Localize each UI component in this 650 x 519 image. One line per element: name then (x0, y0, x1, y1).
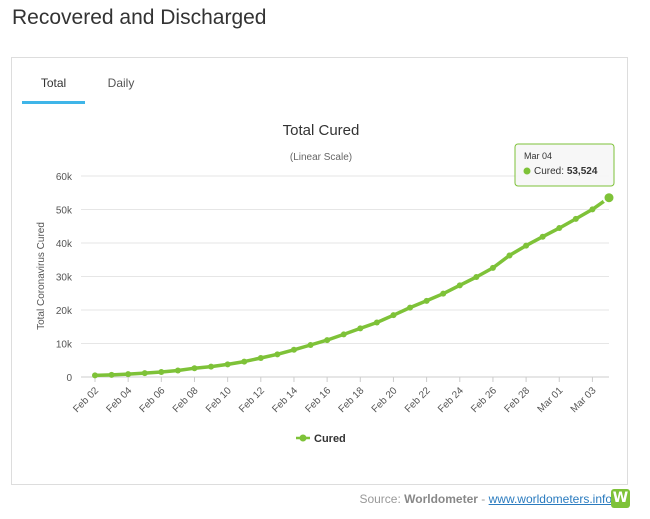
data-point[interactable] (539, 233, 546, 240)
data-point[interactable] (257, 354, 264, 361)
data-point[interactable] (390, 312, 397, 319)
x-tick-label: Mar 01 (536, 385, 566, 415)
y-tick-label: 50k (56, 206, 73, 217)
data-point[interactable] (440, 290, 447, 297)
data-point[interactable] (224, 361, 231, 368)
data-point[interactable] (125, 371, 132, 378)
source-line: Source: Worldometer - www.worldometers.i… (359, 492, 612, 506)
data-point[interactable] (423, 297, 430, 304)
data-point[interactable] (92, 372, 98, 379)
data-point[interactable] (208, 363, 215, 370)
tooltip-series: Cured (534, 166, 561, 177)
data-point[interactable] (506, 252, 513, 259)
source-prefix: Source: (359, 492, 401, 506)
y-tick-label: 30k (56, 273, 73, 284)
chart-title: Total Cured (283, 122, 360, 139)
x-tick-label: Feb 02 (71, 385, 101, 415)
tab-daily[interactable]: Daily (107, 76, 135, 90)
data-point[interactable] (174, 367, 181, 374)
data-point[interactable] (602, 191, 616, 205)
data-point[interactable] (191, 365, 198, 372)
line-chart: Total Cured (Linear Scale) Total Coronav… (36, 122, 616, 445)
data-point[interactable] (108, 371, 115, 378)
y-tick-label: 20k (56, 306, 73, 317)
legend[interactable]: Cured (296, 433, 346, 445)
data-point[interactable] (373, 319, 380, 326)
data-point[interactable] (158, 369, 165, 376)
y-tick-label: 60k (56, 172, 73, 183)
data-point[interactable] (523, 242, 530, 249)
x-tick-label: Mar 03 (569, 385, 599, 415)
x-tick-label: Feb 06 (138, 385, 168, 415)
source-name: Worldometer (404, 492, 478, 506)
y-axis-title: Total Coronavirus Cured (36, 222, 47, 330)
chart-subtitle: (Linear Scale) (290, 152, 352, 163)
data-point[interactable] (407, 304, 414, 311)
x-tick-label: Feb 08 (171, 385, 201, 415)
chart-card: Total Daily Total Cured (Linear Scale) T… (11, 57, 628, 485)
grid-lines (81, 175, 609, 378)
data-point[interactable] (290, 346, 297, 353)
x-tick-label: Feb 22 (403, 385, 433, 415)
data-point[interactable] (456, 282, 463, 289)
source-separator: - (481, 492, 486, 506)
tooltip-row: Cured: 53,524 (534, 166, 598, 177)
x-tick-label: Feb 04 (104, 385, 134, 415)
x-tick-label: Feb 26 (469, 385, 499, 415)
y-tick-label: 0 (66, 373, 72, 384)
legend-label[interactable]: Cured (314, 433, 346, 445)
legend-marker (299, 434, 307, 442)
data-point[interactable] (489, 264, 496, 271)
x-tick-label: Feb 24 (436, 385, 466, 415)
worldometer-logo-icon[interactable]: W (611, 489, 630, 508)
data-point[interactable] (473, 273, 480, 280)
x-tick-label: Feb 10 (204, 385, 234, 415)
series-cured (92, 191, 616, 379)
data-point[interactable] (340, 331, 347, 338)
y-tick-label: 40k (56, 239, 73, 250)
data-point[interactable] (556, 225, 563, 232)
x-tick-label: Feb 28 (502, 385, 532, 415)
x-tick-label: Feb 16 (303, 385, 333, 415)
tooltip-colon: : (561, 166, 567, 177)
y-axis-ticks: 0 10k 20k 30k 40k 50k 60k (56, 172, 73, 384)
data-point[interactable] (274, 351, 281, 358)
x-tick-label: Feb 18 (337, 385, 367, 415)
x-tick-label: Feb 12 (237, 385, 267, 415)
source-link[interactable]: www.worldometers.info (488, 492, 612, 506)
data-point[interactable] (589, 206, 596, 213)
data-point[interactable] (241, 358, 248, 365)
page-heading: Recovered and Discharged (12, 6, 267, 29)
tooltip: Mar 04 Cured: 53,524 (514, 143, 615, 187)
data-point[interactable] (324, 337, 331, 344)
x-tick-label: Feb 20 (370, 385, 400, 415)
data-point[interactable] (307, 341, 314, 348)
y-tick-label: 10k (56, 340, 73, 351)
tooltip-marker (523, 167, 531, 175)
x-tick-label: Feb 14 (270, 385, 300, 415)
tooltip-box (514, 143, 615, 187)
x-axis-ticks: Feb 02 Feb 04 Feb 06 Feb 08 Feb 10 Feb 12 Feb … (71, 377, 599, 415)
tab-total[interactable]: Total (22, 68, 85, 104)
tooltip-date: Mar 04 (524, 151, 552, 161)
data-point[interactable] (572, 215, 579, 222)
series-line-cured (93, 195, 611, 378)
tooltip-value: 53,524 (567, 166, 598, 177)
data-point[interactable] (357, 325, 364, 332)
data-point[interactable] (141, 370, 148, 377)
